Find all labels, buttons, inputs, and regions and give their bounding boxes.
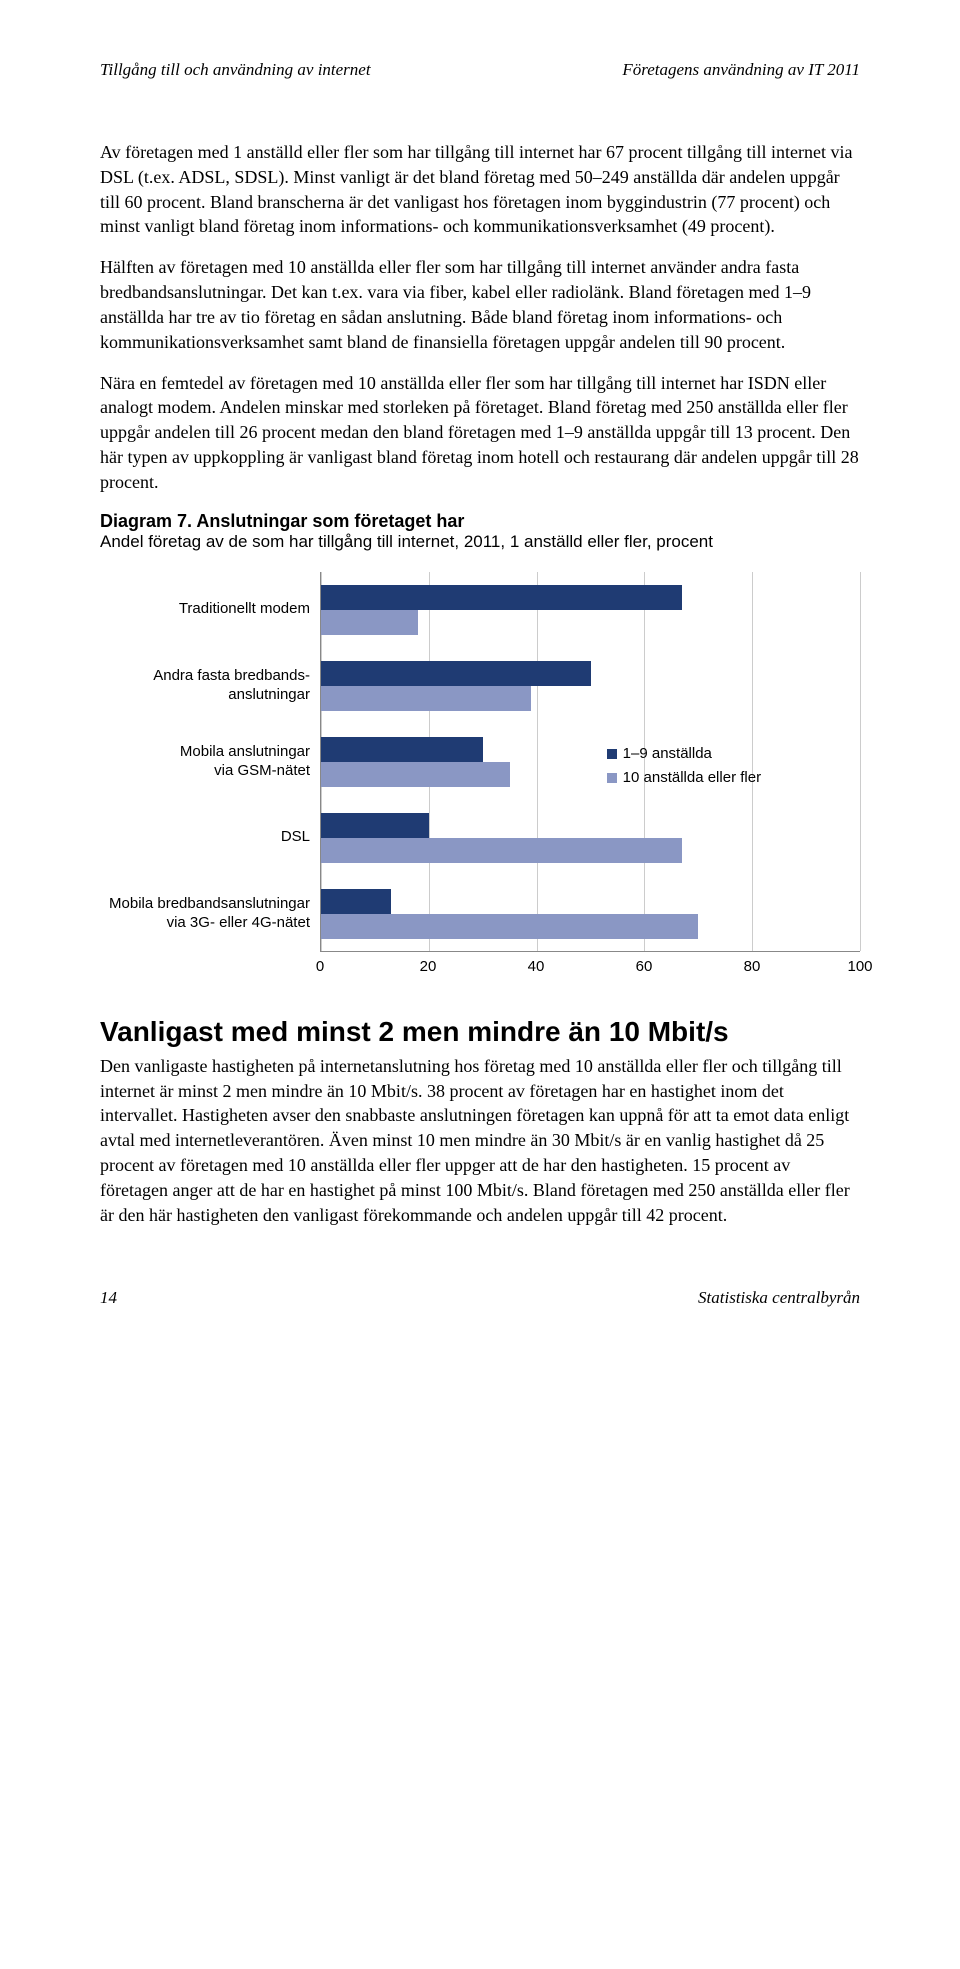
chart-category-label: DSL: [100, 828, 320, 847]
x-tick-label: 80: [744, 958, 761, 975]
x-tick-label: 100: [847, 958, 872, 975]
header-left: Tillgång till och användning av internet: [100, 60, 371, 80]
chart-category-label: Mobila bredbandsanslutningarvia 3G- elle…: [100, 895, 320, 933]
chart-category-label: Andra fasta bredbands-anslutningar: [100, 667, 320, 705]
bar: [321, 914, 698, 939]
paragraph-3: Nära en femtedel av företagen med 10 ans…: [100, 371, 860, 495]
diagram-title: Diagram 7. Anslutningar som företaget ha…: [100, 511, 860, 532]
bar: [321, 737, 483, 762]
bar-chart: Traditionellt modem Andra fasta bredbands…: [100, 572, 860, 976]
bar: [321, 762, 510, 787]
chart-category-label: Mobila anslutningarvia GSM-nätet: [100, 743, 320, 781]
header-right: Företagens användning av IT 2011: [622, 60, 860, 80]
bar: [321, 889, 391, 914]
bar: [321, 661, 591, 686]
chart-category-label: Traditionellt modem: [100, 600, 320, 619]
footer-source: Statistiska centralbyrån: [698, 1288, 860, 1308]
paragraph-4: Den vanligaste hastigheten på internetan…: [100, 1054, 860, 1228]
x-tick-label: 0: [316, 958, 324, 975]
legend-label: 10 anställda eller fler: [623, 766, 761, 790]
page-footer: 14 Statistiska centralbyrån: [100, 1288, 860, 1308]
paragraph-2: Hälften av företagen med 10 anställda el…: [100, 255, 860, 354]
page-number: 14: [100, 1288, 117, 1308]
legend-swatch: [607, 749, 617, 759]
page-header: Tillgång till och användning av internet…: [100, 60, 860, 80]
bar: [321, 686, 531, 711]
bar: [321, 838, 682, 863]
chart-legend: 1–9 anställda10 anställda eller fler: [607, 742, 761, 790]
bar: [321, 610, 418, 635]
x-tick-label: 20: [420, 958, 437, 975]
legend-item: 10 anställda eller fler: [607, 766, 761, 790]
bar: [321, 813, 429, 838]
diagram-subtitle: Andel företag av de som har tillgång til…: [100, 532, 860, 552]
bar: [321, 585, 682, 610]
legend-swatch: [607, 773, 617, 783]
section-heading: Vanligast med minst 2 men mindre än 10 M…: [100, 1016, 860, 1048]
x-tick-label: 40: [528, 958, 545, 975]
legend-label: 1–9 anställda: [623, 742, 712, 766]
x-tick-label: 60: [636, 958, 653, 975]
paragraph-1: Av företagen med 1 anställd eller fler s…: [100, 140, 860, 239]
legend-item: 1–9 anställda: [607, 742, 761, 766]
gridline: [860, 572, 861, 951]
